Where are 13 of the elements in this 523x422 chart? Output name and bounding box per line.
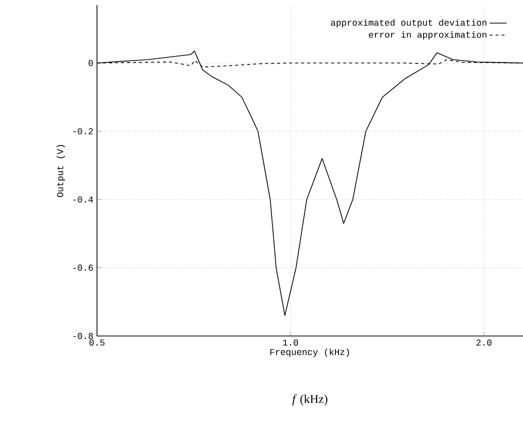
y-tick-label: -0.2 xyxy=(73,128,93,134)
y-tick-label: 0 xyxy=(88,60,93,66)
x-tick-label: 0.5 xyxy=(89,340,105,346)
y-tick-label: -0.4 xyxy=(73,196,94,203)
y-tick-label: -0.6 xyxy=(73,264,93,271)
y-tick-label: -0.8 xyxy=(73,332,93,340)
x-axis-title: Frequency (kHz) xyxy=(270,348,349,357)
x-tick-label: 2.0 xyxy=(476,340,492,346)
y-axis-title: Output (V) xyxy=(56,145,65,198)
x-tick-label: 1.0 xyxy=(283,340,298,346)
text: f (kHz) xyxy=(292,394,328,406)
legend-label: error in approximation xyxy=(368,31,486,40)
legend-label: approximated output deviation xyxy=(331,19,486,28)
